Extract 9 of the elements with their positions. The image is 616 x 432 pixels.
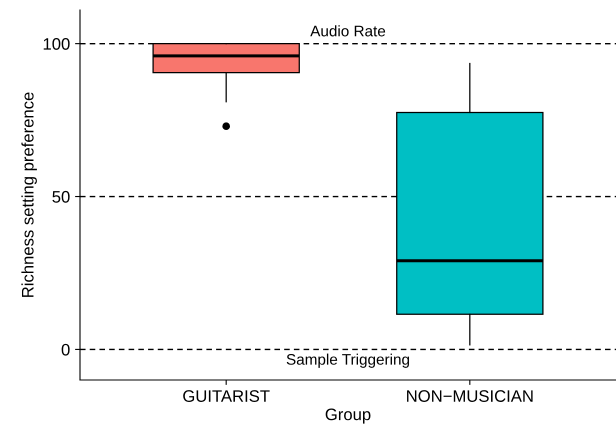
y-axis-title: Richness setting preference [21, 92, 37, 297]
x-axis-title: Group [326, 408, 370, 424]
ref-line-label: Sample Triggering [286, 354, 410, 368]
y-tick-label: 50 [52, 190, 70, 203]
ref-line-label: Audio Rate [310, 25, 386, 36]
x-tick-label: NON−MUSICIAN [407, 390, 533, 402]
y-tick-label: 0 [62, 344, 70, 356]
x-tick-label: GUITARIST [183, 390, 270, 402]
y-tick-label: 100 [44, 38, 70, 50]
